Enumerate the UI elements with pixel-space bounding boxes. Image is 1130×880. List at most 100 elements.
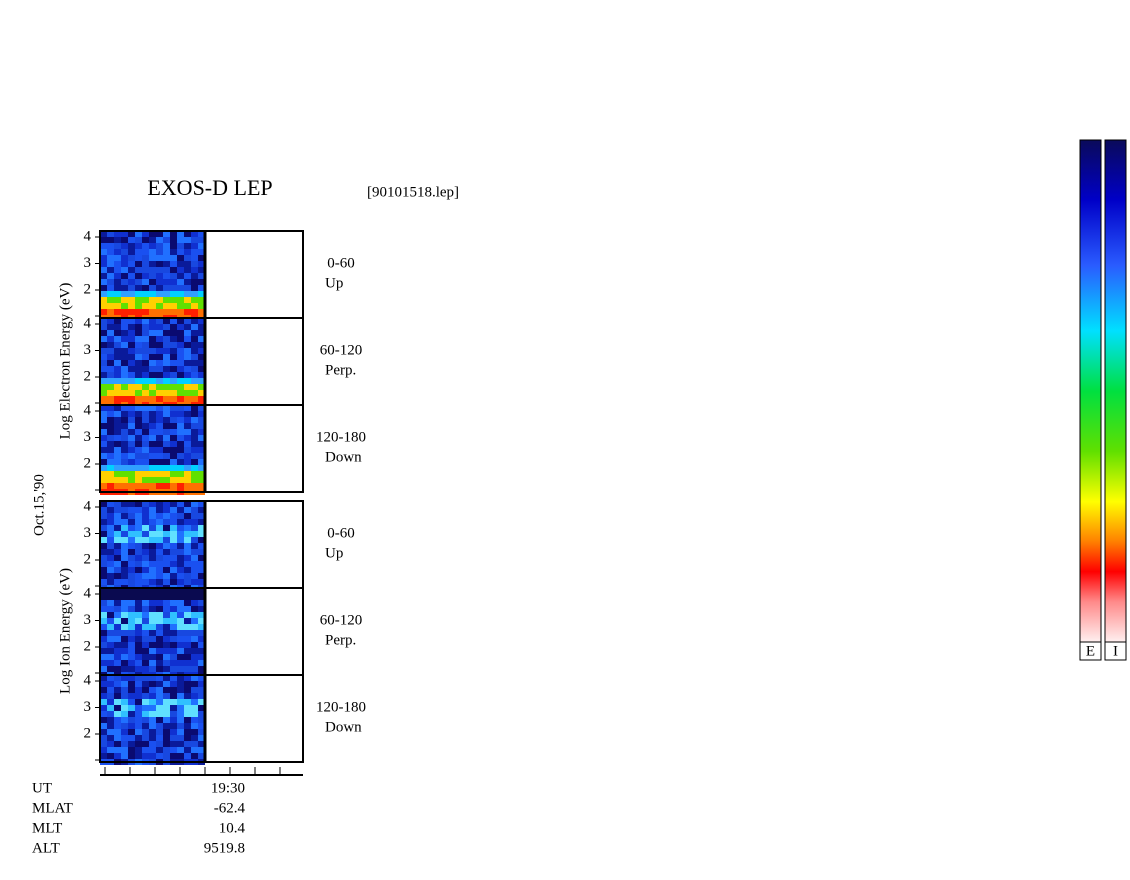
- spectrogram-cell: [128, 675, 135, 681]
- spectrogram-cell: [184, 687, 191, 693]
- spectrogram-cell: [191, 411, 198, 417]
- spectrogram-cell: [107, 675, 114, 681]
- spectrogram-cell: [135, 537, 142, 543]
- spectrogram-cell: [177, 594, 184, 600]
- spectrogram-cell: [100, 519, 107, 525]
- spectrogram-cell: [198, 354, 205, 360]
- spectrogram-cell: [163, 324, 170, 330]
- spectrogram-cell: [191, 261, 198, 267]
- spectrogram-cell: [114, 378, 121, 384]
- spectrogram-cell: [156, 573, 163, 579]
- spectrogram-cell: [177, 354, 184, 360]
- spectrogram-cell: [177, 267, 184, 273]
- spectrogram-cell: [149, 567, 156, 573]
- spectrogram-cell: [191, 606, 198, 612]
- spectrogram-cell: [142, 666, 149, 672]
- spectrogram-cell: [100, 435, 107, 441]
- spectrogram-cell: [184, 318, 191, 324]
- spectrogram-cell: [142, 429, 149, 435]
- spectrogram-cell: [198, 279, 205, 285]
- spectrogram-cell: [170, 477, 177, 483]
- spectrogram-cell: [177, 567, 184, 573]
- spectrogram-cell: [149, 237, 156, 243]
- spectrogram-cell: [149, 417, 156, 423]
- spectrogram-cell: [149, 231, 156, 237]
- spectrogram-cell: [121, 519, 128, 525]
- spectrogram-cell: [177, 699, 184, 705]
- spectrogram-cell: [135, 441, 142, 447]
- spectrogram-cell: [156, 606, 163, 612]
- spectrogram-cell: [191, 729, 198, 735]
- spectrogram-cell: [149, 519, 156, 525]
- spectrogram-cell: [156, 354, 163, 360]
- spectrogram-cell: [128, 717, 135, 723]
- spectrogram-cell: [128, 513, 135, 519]
- spectrogram-cell: [128, 261, 135, 267]
- spectrogram-cell: [121, 348, 128, 354]
- spectrogram-cell: [156, 717, 163, 723]
- spectrogram-cell: [100, 237, 107, 243]
- spectrogram-cell: [163, 555, 170, 561]
- spectrogram-cell: [128, 291, 135, 297]
- spectrogram-cell: [100, 567, 107, 573]
- spectrogram-cell: [135, 507, 142, 513]
- spectrogram-cell: [107, 261, 114, 267]
- spectrogram-cell: [128, 753, 135, 759]
- spectrogram-cell: [163, 594, 170, 600]
- direction-label: Perp.: [325, 362, 356, 378]
- spectrogram-cell: [177, 549, 184, 555]
- spectrogram-cell: [107, 660, 114, 666]
- spectrogram-cell: [128, 297, 135, 303]
- spectrogram-cell: [184, 699, 191, 705]
- spectrogram-cell: [184, 453, 191, 459]
- spectrogram-cell: [163, 693, 170, 699]
- spectrogram-cell: [128, 747, 135, 753]
- spectrogram-cell: [170, 429, 177, 435]
- spectrogram-cell: [184, 693, 191, 699]
- spectrogram-cell: [191, 441, 198, 447]
- spectrogram-cell: [135, 654, 142, 660]
- spectrogram-cell: [198, 249, 205, 255]
- spectrogram-cell: [184, 660, 191, 666]
- spectrogram-cell: [184, 507, 191, 513]
- spectrogram-cell: [184, 525, 191, 531]
- spectrogram-cell: [177, 441, 184, 447]
- spectrogram-cell: [191, 642, 198, 648]
- spectrogram-cell: [114, 441, 121, 447]
- spectrogram-cell: [107, 423, 114, 429]
- spectrogram-cell: [135, 384, 142, 390]
- spectrogram-cell: [107, 519, 114, 525]
- spectrogram-cell: [100, 372, 107, 378]
- spectrogram-cell: [100, 405, 107, 411]
- spectrogram-cell: [198, 636, 205, 642]
- spectrogram-cell: [177, 648, 184, 654]
- spectrogram-cell: [107, 453, 114, 459]
- spectrogram-cell: [184, 435, 191, 441]
- spectrogram-cell: [128, 354, 135, 360]
- spectrogram-cell: [156, 396, 163, 402]
- spectrogram-cell: [128, 324, 135, 330]
- orbit-value: 9519.8: [204, 840, 245, 856]
- spectrogram-cell: [156, 297, 163, 303]
- spectrogram-cell: [149, 465, 156, 471]
- angle-label: 0-60: [327, 525, 355, 541]
- spectrogram-cell: [156, 507, 163, 513]
- spectrogram-cell: [135, 255, 142, 261]
- spectrogram-cell: [135, 729, 142, 735]
- spectrogram-cell: [170, 747, 177, 753]
- spectrogram-cell: [177, 693, 184, 699]
- spectrogram-cell: [114, 255, 121, 261]
- spectrogram-cell: [149, 624, 156, 630]
- spectrogram-cell: [107, 561, 114, 567]
- spectrogram-cell: [135, 618, 142, 624]
- spectrogram-cell: [149, 660, 156, 666]
- spectrogram-cell: [114, 675, 121, 681]
- spectrogram-cell: [184, 441, 191, 447]
- spectrogram-cell: [191, 249, 198, 255]
- spectrogram-cell: [170, 693, 177, 699]
- spectrogram-cell: [184, 411, 191, 417]
- spectrogram-cell: [107, 324, 114, 330]
- spectrogram-cell: [121, 324, 128, 330]
- spectrogram-cell: [156, 279, 163, 285]
- spectrogram-cell: [156, 477, 163, 483]
